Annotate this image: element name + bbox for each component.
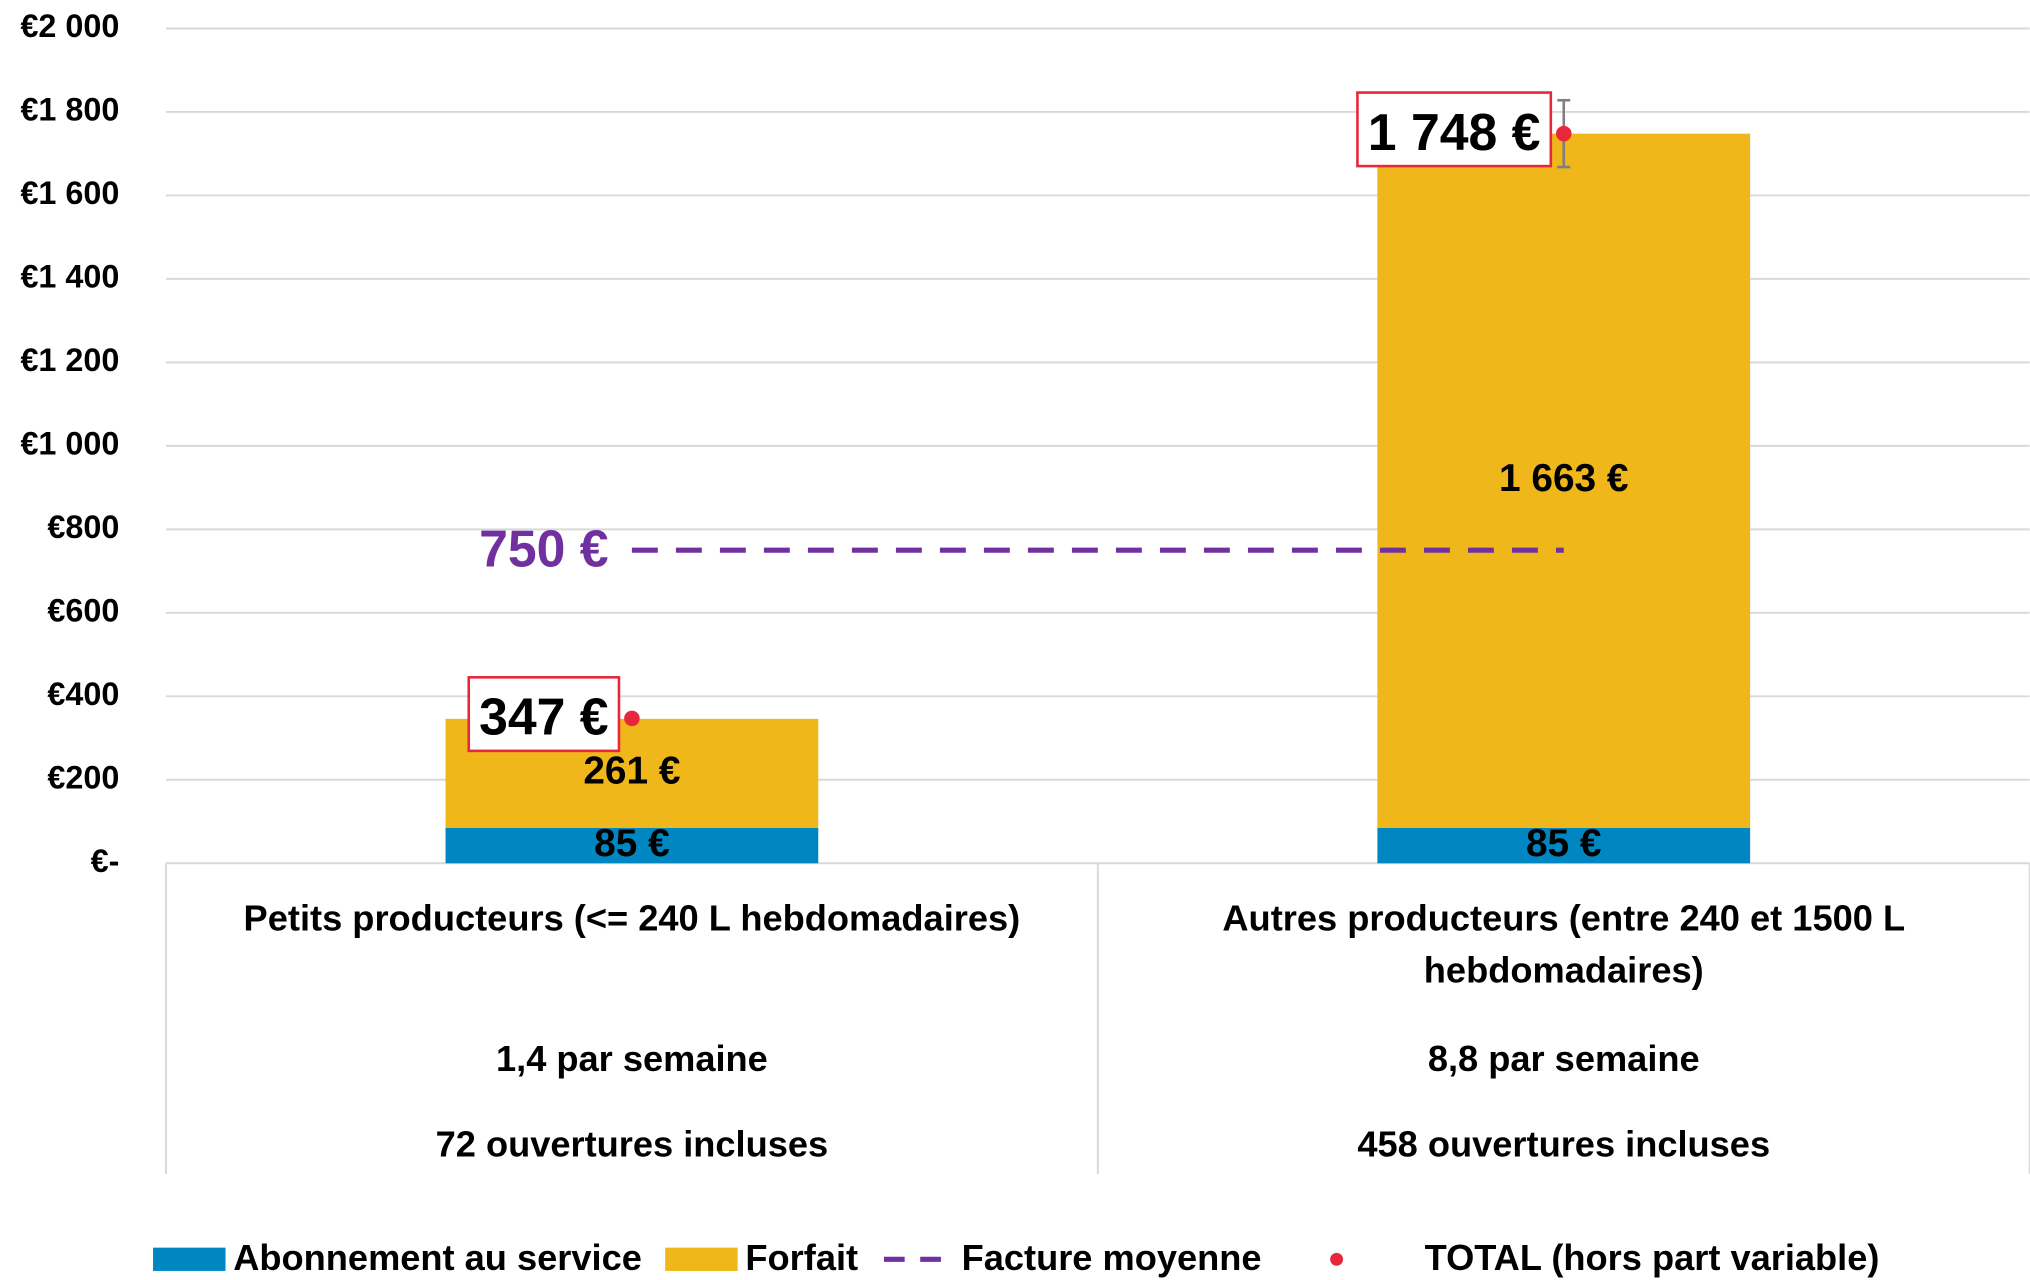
total-label-box — [467, 676, 621, 753]
x-tick-label: Petits producteurs (<= 240 L hebdomadair… — [243, 898, 1021, 939]
category-included: 458 ouvertures incluses — [1357, 1123, 1770, 1164]
category-frequency: 8,8 par semaine — [1428, 1038, 1700, 1079]
data-label: 1 663 € — [1499, 457, 1629, 500]
y-tick-label: €1 600 — [20, 175, 119, 211]
line-label: 750 € — [479, 519, 609, 577]
y-tick-label: €1 400 — [20, 258, 119, 294]
total-label: 1 748 € — [1368, 103, 1541, 161]
y-tick-label: €1 800 — [20, 91, 119, 127]
total-label-box — [1356, 91, 1553, 168]
data-label: 85 € — [1526, 822, 1602, 865]
category-included: 72 ouvertures incluses — [436, 1123, 829, 1164]
legend-label: Abonnement au service — [233, 1237, 642, 1278]
y-tick-label: €200 — [47, 759, 119, 795]
point — [624, 710, 640, 727]
total-label: 347 € — [479, 688, 609, 746]
y-tick-label: €1 000 — [20, 425, 119, 461]
bar — [445, 827, 819, 864]
category-label-box: Petits producteurs (<= 240 L hebdomadair… — [243, 898, 1021, 939]
point — [1555, 125, 1572, 142]
legend-swatch — [153, 1247, 226, 1271]
y-tick-label: €600 — [47, 592, 119, 628]
data-label: 261 € — [583, 750, 680, 793]
y-tick-label: €- — [91, 843, 120, 879]
y-tick-label: €400 — [47, 676, 119, 712]
legend-label: Forfait — [745, 1237, 858, 1278]
bar — [1377, 133, 1751, 828]
category-frequency: 1,4 par semaine — [496, 1038, 768, 1079]
x-tick-label: Autres producteurs (entre 240 et 1500 L … — [1222, 898, 1906, 991]
data-label: 85 € — [594, 822, 670, 865]
legend-swatch — [665, 1247, 738, 1271]
legend-swatch — [1330, 1252, 1344, 1266]
category-label-box: Autres producteurs (entre 240 et 1500 L … — [1222, 898, 1906, 991]
bar — [1377, 827, 1751, 864]
y-tick-label: €800 — [47, 509, 119, 545]
legend-label: Facture moyenne — [962, 1237, 1262, 1278]
y-tick-label: €2 000 — [20, 8, 119, 44]
legend-label: TOTAL (hors part variable) — [1425, 1237, 1880, 1278]
y-tick-label: €1 200 — [20, 342, 119, 378]
